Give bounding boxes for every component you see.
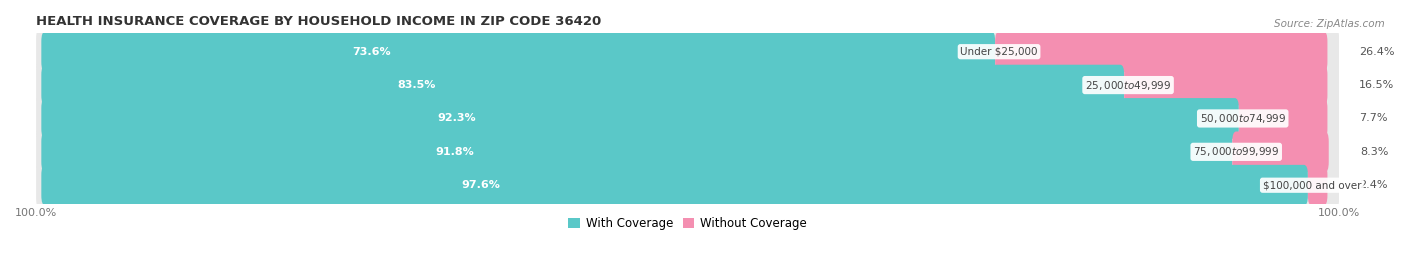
FancyBboxPatch shape — [1308, 165, 1327, 206]
FancyBboxPatch shape — [41, 98, 1239, 139]
Text: $50,000 to $74,999: $50,000 to $74,999 — [1199, 112, 1286, 125]
FancyBboxPatch shape — [41, 165, 1308, 206]
Text: Under $25,000: Under $25,000 — [960, 47, 1038, 57]
Text: HEALTH INSURANCE COVERAGE BY HOUSEHOLD INCOME IN ZIP CODE 36420: HEALTH INSURANCE COVERAGE BY HOUSEHOLD I… — [37, 15, 602, 28]
Text: 83.5%: 83.5% — [398, 80, 436, 90]
FancyBboxPatch shape — [37, 129, 1339, 175]
Text: $25,000 to $49,999: $25,000 to $49,999 — [1085, 79, 1171, 91]
Text: 91.8%: 91.8% — [436, 147, 474, 157]
Text: 73.6%: 73.6% — [353, 47, 391, 57]
FancyBboxPatch shape — [41, 31, 995, 72]
FancyBboxPatch shape — [1232, 132, 1329, 172]
Text: 92.3%: 92.3% — [437, 114, 477, 123]
FancyBboxPatch shape — [37, 62, 1339, 108]
Text: $75,000 to $99,999: $75,000 to $99,999 — [1194, 145, 1279, 158]
FancyBboxPatch shape — [1125, 65, 1327, 105]
Text: 97.6%: 97.6% — [461, 180, 501, 190]
FancyBboxPatch shape — [41, 132, 1232, 172]
FancyBboxPatch shape — [995, 31, 1327, 72]
FancyBboxPatch shape — [1239, 98, 1327, 139]
Text: $100,000 and over: $100,000 and over — [1263, 180, 1361, 190]
FancyBboxPatch shape — [41, 65, 1125, 105]
FancyBboxPatch shape — [37, 162, 1339, 208]
FancyBboxPatch shape — [37, 28, 1339, 75]
Text: Source: ZipAtlas.com: Source: ZipAtlas.com — [1274, 19, 1385, 29]
FancyBboxPatch shape — [37, 95, 1339, 142]
Text: 26.4%: 26.4% — [1358, 47, 1395, 57]
Text: 8.3%: 8.3% — [1360, 147, 1388, 157]
Text: 16.5%: 16.5% — [1358, 80, 1393, 90]
Legend: With Coverage, Without Coverage: With Coverage, Without Coverage — [564, 213, 811, 235]
Text: 2.4%: 2.4% — [1358, 180, 1388, 190]
Text: 7.7%: 7.7% — [1358, 114, 1388, 123]
